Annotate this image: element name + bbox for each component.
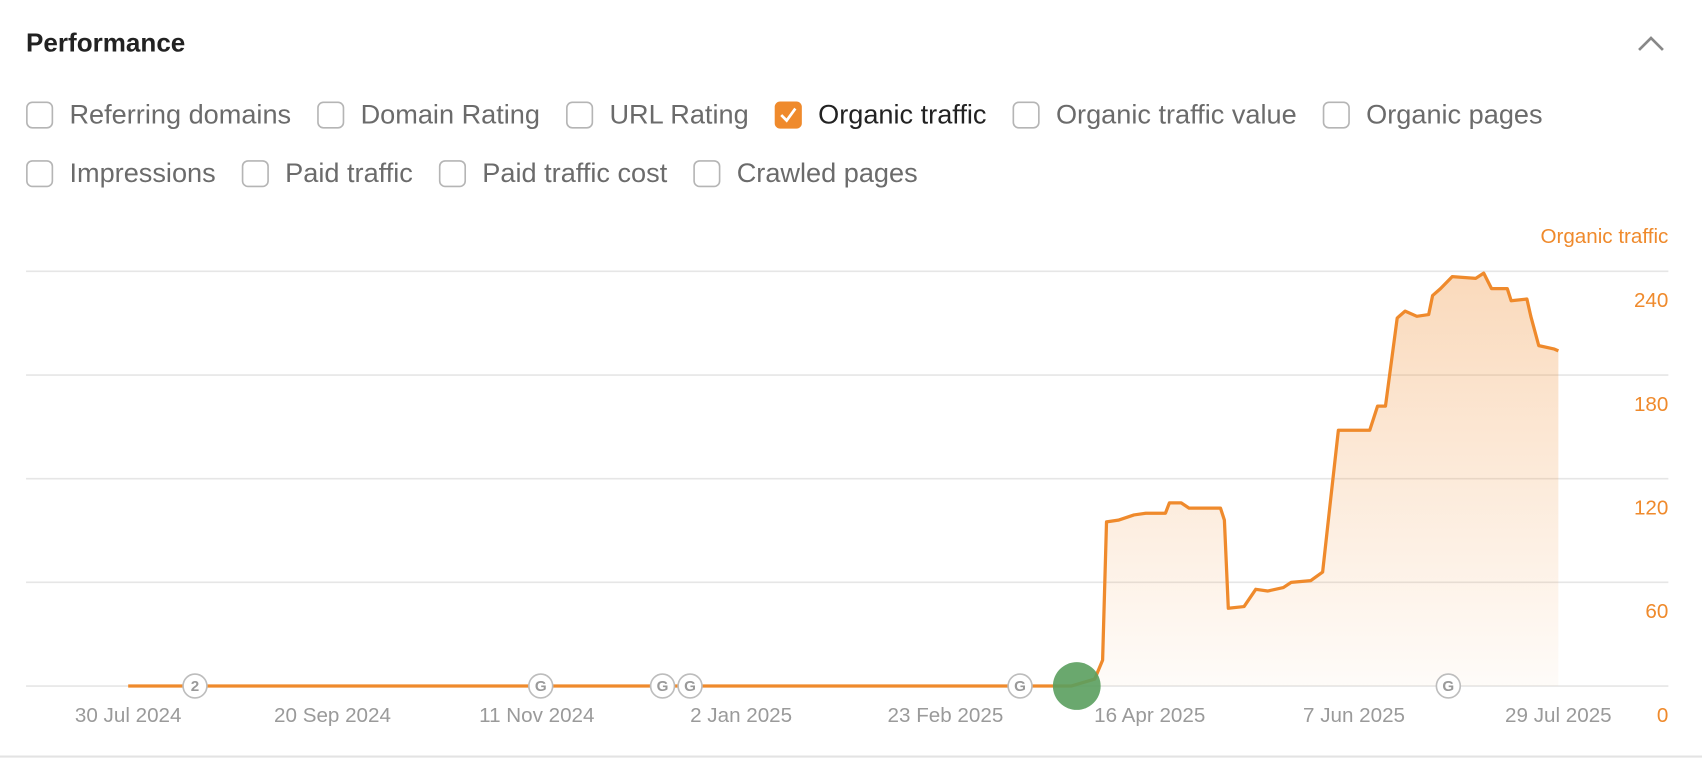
event-label[interactable]: G: [535, 678, 547, 695]
filter-option[interactable]: Organic traffic value: [1012, 98, 1297, 129]
checkbox[interactable]: [566, 101, 594, 129]
event-marker[interactable]: [649, 673, 676, 699]
filter-option[interactable]: Organic pages: [1322, 98, 1543, 129]
event-label[interactable]: G: [684, 678, 696, 695]
filter-list: Referring domains Domain Rating URL Rating…: [26, 98, 1543, 188]
x-tick-label: 20 Sep 2024: [274, 704, 391, 727]
filter-option[interactable]: Paid traffic cost: [438, 157, 668, 188]
event-marker[interactable]: [1007, 673, 1033, 699]
checkbox[interactable]: [1012, 101, 1040, 129]
x-tick-label: 11 Nov 2024: [479, 704, 594, 727]
x-tick-label: 30 Jul 2024: [75, 704, 182, 727]
filter-option[interactable]: Crawled pages: [693, 157, 918, 188]
event-marker[interactable]: [677, 673, 703, 699]
checkbox[interactable]: [774, 101, 802, 129]
event-label[interactable]: G: [657, 678, 669, 695]
y-tick-label: 60: [1645, 600, 1668, 623]
checkbox[interactable]: [693, 160, 721, 188]
filter-option[interactable]: Organic traffic: [774, 98, 987, 129]
x-tick-label: 29 Jul 2025: [1505, 704, 1612, 727]
filter-label[interactable]: Crawled pages: [737, 157, 918, 188]
y-axis-label: Organic traffic: [1540, 225, 1668, 248]
filter-option[interactable]: Paid traffic: [241, 157, 413, 188]
y-tick-label: 120: [1634, 497, 1668, 520]
chart: Organic traffic 0 60 120 180 240 30 Jul 2024 20…: [26, 225, 1669, 727]
event-label[interactable]: G: [1442, 678, 1454, 695]
x-tick-label: 16 Apr 2025: [1094, 704, 1205, 727]
filter-option[interactable]: Impressions: [26, 157, 216, 188]
event-marker[interactable]: [527, 673, 554, 699]
filter-option[interactable]: Domain Rating: [317, 98, 540, 129]
checkmark: [780, 107, 797, 123]
collapse-toggle[interactable]: [1638, 36, 1664, 51]
event-marker[interactable]: [1435, 673, 1462, 699]
line: [128, 271, 1560, 688]
y-tick-label: 180: [1634, 393, 1668, 416]
y-tick-label: 240: [1634, 289, 1668, 312]
card-title: Performance: [26, 27, 185, 57]
event-marker[interactable]: [182, 673, 208, 699]
checkbox[interactable]: [26, 101, 54, 129]
checkbox[interactable]: [438, 160, 467, 188]
filter-option[interactable]: URL Rating: [566, 98, 749, 129]
filter-label[interactable]: Referring domains: [69, 98, 291, 129]
checkbox[interactable]: [317, 101, 345, 129]
filter-label[interactable]: Impressions: [69, 157, 215, 188]
x-tick-label: 2 Jan 2025: [690, 704, 792, 727]
filter-label[interactable]: Organic traffic value: [1056, 98, 1297, 129]
filter-label[interactable]: Domain Rating: [361, 98, 540, 129]
checkbox[interactable]: [241, 160, 269, 188]
checkbox[interactable]: [1322, 101, 1350, 129]
filter-option[interactable]: Referring domains: [26, 98, 291, 129]
checkbox[interactable]: [26, 160, 54, 188]
event-label[interactable]: 2: [191, 678, 199, 695]
x-tick-label: 7 Jun 2025: [1303, 704, 1405, 727]
filter-label[interactable]: Organic pages: [1366, 98, 1542, 129]
event-label[interactable]: G: [1014, 678, 1026, 695]
x-tick-label: 23 Feb 2025: [888, 704, 1004, 727]
filter-label[interactable]: URL Rating: [609, 98, 748, 129]
y-tick-label: 0: [1657, 704, 1668, 727]
filter-label[interactable]: Organic traffic: [818, 98, 986, 129]
area: [128, 273, 1559, 687]
filter-label[interactable]: Paid traffic: [285, 157, 413, 188]
highlight-marker[interactable]: [1052, 662, 1101, 710]
filter-label[interactable]: Paid traffic cost: [482, 157, 667, 188]
